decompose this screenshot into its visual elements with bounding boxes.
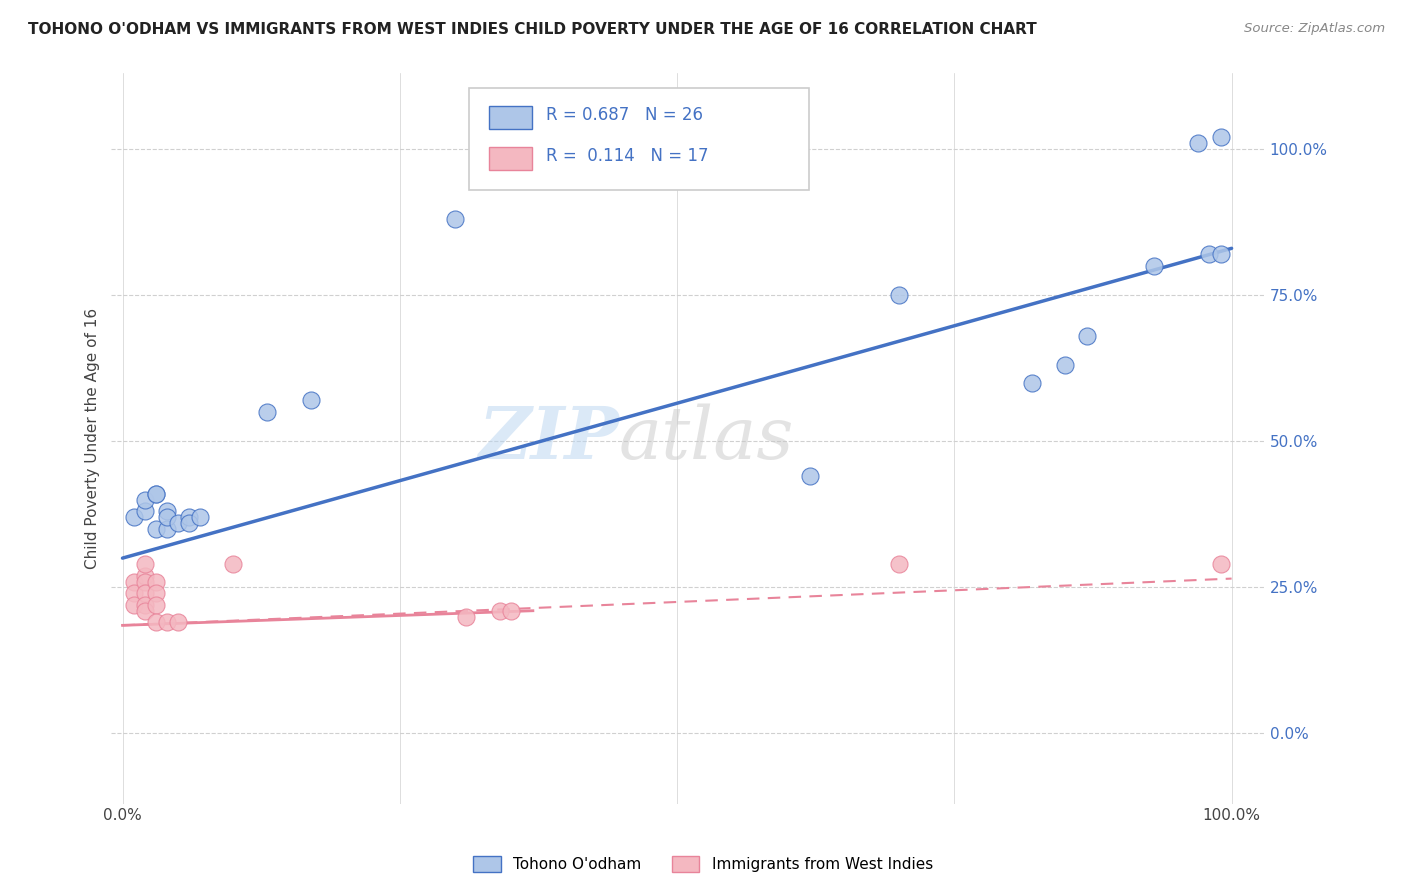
Point [122,598,145,612]
Point [156,615,179,630]
Point [1143,259,1166,273]
Point [167,615,190,630]
Point [1198,247,1220,261]
Y-axis label: Child Poverty Under the Age of 16: Child Poverty Under the Age of 16 [86,308,100,569]
Point [499,604,522,618]
Point [145,522,167,536]
Point [299,393,322,408]
Point [1209,557,1232,571]
Text: TOHONO O'ODHAM VS IMMIGRANTS FROM WEST INDIES CHILD POVERTY UNDER THE AGE OF 16 : TOHONO O'ODHAM VS IMMIGRANTS FROM WEST I… [28,22,1036,37]
Point [887,557,910,571]
Point [177,516,200,530]
Point [134,504,156,518]
FancyBboxPatch shape [470,87,810,190]
Point [167,516,190,530]
Point [1209,130,1232,145]
Text: R =  0.114   N = 17: R = 0.114 N = 17 [547,146,709,164]
Point [122,510,145,524]
Text: Source: ZipAtlas.com: Source: ZipAtlas.com [1244,22,1385,36]
Point [1021,376,1043,390]
Point [145,487,167,501]
Point [134,492,156,507]
Point [222,557,245,571]
Point [177,510,200,524]
Point [145,586,167,600]
Point [134,557,156,571]
Point [1054,358,1077,372]
Point [1187,136,1209,150]
Point [134,586,156,600]
Point [488,604,510,618]
Point [145,487,167,501]
FancyBboxPatch shape [489,106,533,129]
Point [156,510,179,524]
Point [122,574,145,589]
Point [1209,247,1232,261]
Point [134,604,156,618]
FancyBboxPatch shape [489,147,533,170]
Point [122,586,145,600]
Point [156,522,179,536]
Point [256,405,278,419]
Point [444,212,467,227]
Point [456,609,478,624]
Point [145,598,167,612]
Point [134,598,156,612]
Point [156,504,179,518]
Point [188,510,211,524]
Text: atlas: atlas [619,403,794,474]
Point [1076,329,1098,343]
Text: ZIP: ZIP [478,403,619,474]
Point [134,574,156,589]
Point [134,568,156,582]
Legend: Tohono O'odham, Immigrants from West Indies: Tohono O'odham, Immigrants from West Ind… [465,848,941,880]
Point [145,574,167,589]
Point [799,469,821,483]
Text: R = 0.687   N = 26: R = 0.687 N = 26 [547,106,703,124]
Point [145,615,167,630]
Point [887,288,910,302]
